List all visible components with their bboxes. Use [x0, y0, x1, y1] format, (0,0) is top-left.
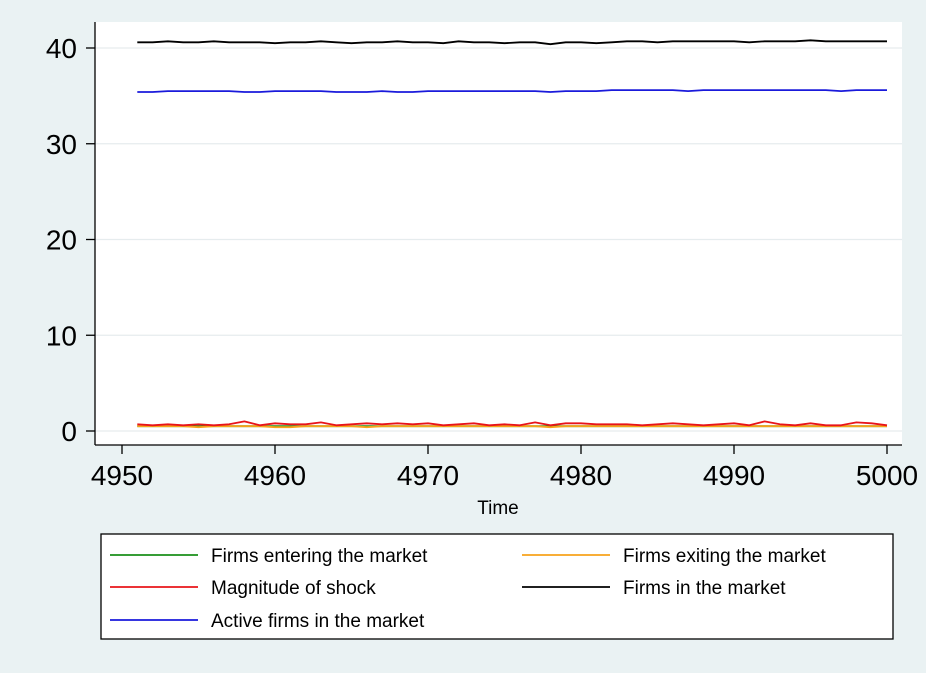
y-tick-label: 0 — [61, 416, 77, 447]
x-tick-label: 4980 — [550, 460, 612, 491]
x-tick-label: 4960 — [244, 460, 306, 491]
y-tick-label: 10 — [46, 320, 77, 351]
y-tick-label: 30 — [46, 129, 77, 160]
legend-label: Active firms in the market — [211, 611, 425, 632]
x-tick-label: 4990 — [703, 460, 765, 491]
legend-label: Firms in the market — [623, 578, 786, 599]
x-tick-label: 4970 — [397, 460, 459, 491]
y-tick-label: 20 — [46, 225, 77, 256]
x-tick-label: 4950 — [91, 460, 153, 491]
plot-area — [95, 22, 902, 445]
legend-label: Firms exiting the market — [623, 546, 826, 567]
series-line-firms-exiting-the-market — [137, 426, 887, 427]
x-axis-title: Time — [477, 498, 519, 519]
legend-label: Firms entering the market — [211, 546, 428, 567]
legend-label: Magnitude of shock — [211, 578, 376, 599]
x-tick-label: 5000 — [856, 460, 918, 491]
legend: Firms entering the market Firms exiting t… — [101, 534, 893, 639]
y-tick-label: 40 — [46, 33, 77, 64]
